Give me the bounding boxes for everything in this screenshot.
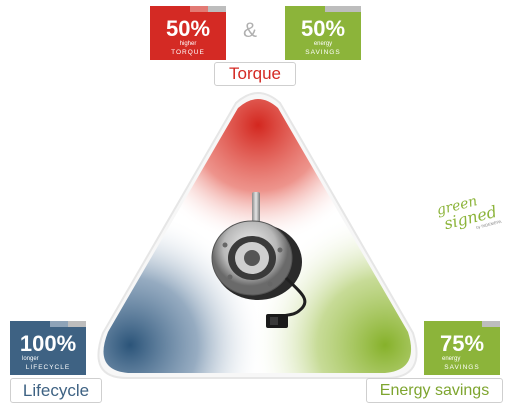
energy-bottom-badge-value: 75% <box>439 331 485 356</box>
torque-badge-category: TORQUE <box>171 49 205 56</box>
lifecycle-label: Lifecycle <box>10 378 102 403</box>
energy-bottom-badge: 75% energy SAVINGS <box>424 321 500 375</box>
energy-bottom-badge-qualifier: energy <box>442 356 461 362</box>
torque-badge: 50% higher TORQUE <box>150 6 226 60</box>
torque-badge-qualifier: higher <box>179 41 197 47</box>
torque-label-text: Torque <box>229 64 281 83</box>
energy-savings-label: Energy savings <box>366 378 503 403</box>
torque-label: Torque <box>214 62 296 86</box>
lifecycle-badge-qualifier: longer <box>22 356 39 362</box>
energy-top-badge-category: SAVINGS <box>305 49 341 56</box>
energy-top-badge-qualifier: energy <box>313 41 333 47</box>
motor-product-image <box>211 192 307 328</box>
lifecycle-badge-category: LIFECYCLE <box>25 364 71 371</box>
energy-bottom-badge-category: SAVINGS <box>444 364 480 371</box>
lifecycle-label-text: Lifecycle <box>22 381 90 400</box>
lifecycle-badge-value: 100% <box>19 331 77 356</box>
energy-top-badge: 50% energy SAVINGS <box>285 6 361 60</box>
lifecycle-badge: 100% longer LIFECYCLE <box>10 321 86 375</box>
torque-badge-value: 50% <box>165 16 211 41</box>
ampersand: & <box>243 19 258 42</box>
energy-top-badge-value: 50% <box>300 16 346 41</box>
energy-savings-label-text: Energy savings <box>379 382 490 399</box>
